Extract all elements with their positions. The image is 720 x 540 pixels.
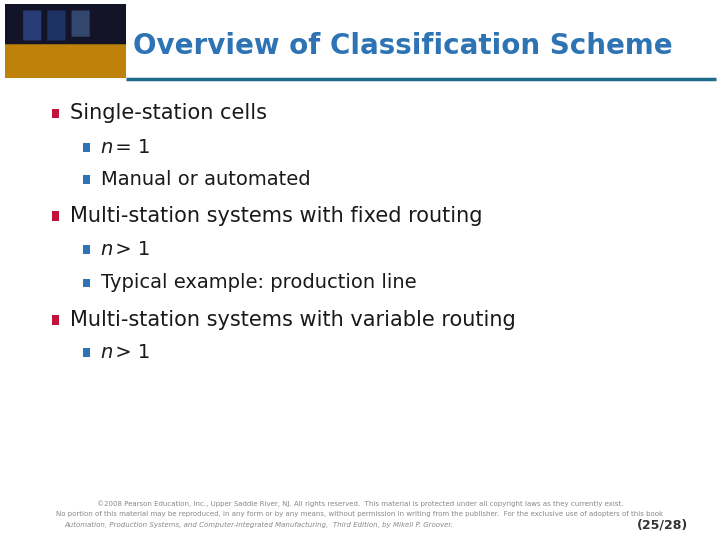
Text: No portion of this material may be reproduced, in any form or by any means, with: No portion of this material may be repro… xyxy=(56,511,664,517)
Text: Multi-station systems with variable routing: Multi-station systems with variable rout… xyxy=(70,309,516,330)
Text: Manual or automated: Manual or automated xyxy=(101,170,310,190)
Bar xyxy=(52,315,59,325)
Text: Single-station cells: Single-station cells xyxy=(70,103,267,124)
Text: n: n xyxy=(101,138,113,157)
Text: > 1: > 1 xyxy=(109,240,150,259)
Text: = 1: = 1 xyxy=(109,138,150,157)
Text: ©2008 Pearson Education, Inc., Upper Saddle River, NJ. All rights reserved.  Thi: ©2008 Pearson Education, Inc., Upper Sad… xyxy=(96,500,624,507)
Bar xyxy=(84,279,89,287)
Text: Multi-station systems with fixed routing: Multi-station systems with fixed routing xyxy=(70,206,482,226)
Text: Typical example: production line: Typical example: production line xyxy=(101,273,416,293)
Text: > 1: > 1 xyxy=(109,343,150,362)
Bar xyxy=(84,143,89,152)
Text: Automation, Production Systems, and Computer-Integrated Manufacturing,  Third Ed: Automation, Production Systems, and Comp… xyxy=(65,522,454,528)
Text: (25/28): (25/28) xyxy=(636,518,688,531)
Bar xyxy=(84,245,89,254)
Text: n: n xyxy=(101,343,113,362)
Text: Overview of Classification Scheme: Overview of Classification Scheme xyxy=(133,32,672,60)
Bar xyxy=(52,109,59,118)
Text: n: n xyxy=(101,240,113,259)
Bar xyxy=(84,348,89,357)
Bar xyxy=(52,211,59,221)
Bar xyxy=(84,176,89,184)
